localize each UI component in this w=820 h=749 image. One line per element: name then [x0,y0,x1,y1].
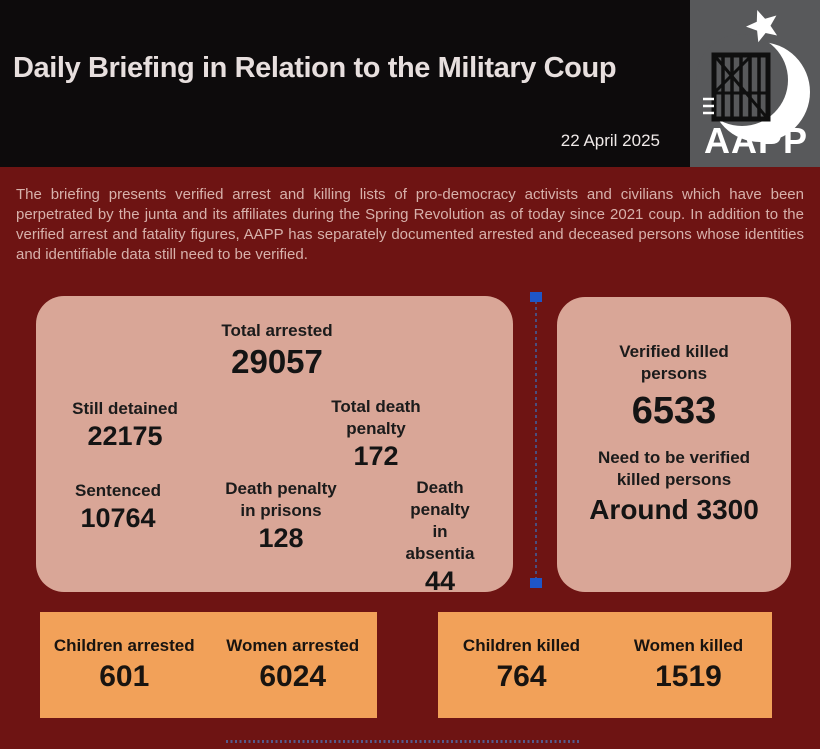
stat-label: Total arrested [221,321,333,340]
stat-value: 6533 [631,390,717,432]
stat-value: 29057 [231,343,323,380]
cage-ledge [703,97,714,115]
arrest-stats-panel: Total arrested 29057 Still detained 2217… [36,296,513,596]
stat-value: 172 [353,441,399,471]
prison-bars-icon [711,52,771,122]
stat-label: Sentenced [75,481,161,500]
stat-sentenced: Sentenced 10764 [75,480,161,534]
stat-label: Children arrested [53,636,195,655]
page-title: Daily Briefing in Relation to the Milita… [13,52,617,84]
stat-value: 10764 [80,503,156,533]
stat-value: 22175 [87,421,163,451]
stat-label: Still detained [72,399,178,418]
stat-label: Need to be verified killed persons [597,448,751,489]
divider-endpoint-bottom [530,578,542,588]
stat-total-arrested: Total arrested 29057 [221,320,332,380]
stat-value: 6024 [259,660,327,693]
vertical-dotted-divider [530,292,542,588]
stat-children-killed: Children killed 764 [438,636,605,694]
stat-value: 44 [424,566,456,596]
stat-label: Total death penalty [331,397,421,438]
stat-label: Death penalty in prisons [225,479,337,520]
aapp-logo-graphic: AAPP [690,0,820,167]
stat-death-penalty-absentia: Death penalty in absentia 44 [404,477,477,597]
stat-value: 128 [258,523,304,553]
stat-death-penalty-prisons: Death penalty in prisons 128 [225,478,336,554]
killed-stats-panel: Verified killed persons 6533 Need to be … [557,297,791,592]
stat-value: 601 [99,660,150,693]
stat-value: Around 3300 [589,494,759,525]
stat-label: Women arrested [226,636,360,655]
stat-total-death-penalty: Total death penalty 172 [308,396,445,472]
header: Daily Briefing in Relation to the Milita… [0,0,820,167]
intro-paragraph: The briefing presents verified arrest an… [16,186,804,263]
logo-wordmark: AAPP [704,120,808,161]
stat-women-arrested: Women arrested 6024 [209,636,378,694]
stat-children-arrested: Children arrested 601 [40,636,209,694]
divider-dotted-line [535,301,537,579]
stat-label: Children killed [462,636,581,655]
stat-value: 764 [496,660,547,693]
stat-still-detained: Still detained 22175 [72,398,178,452]
divider-endpoint-top [530,292,542,302]
arrested-demographics-panel: Children arrested 601 Women arrested 602… [40,612,377,718]
killed-demographics-panel: Children killed 764 Women killed 1519 [438,612,772,718]
aapp-logo: AAPP [690,0,820,167]
stat-verified-killed: Verified killed persons 6533 [616,341,733,433]
bottom-dotted-line [226,740,580,743]
stat-label: Women killed [633,636,744,655]
stat-need-verified-killed: Need to be verified killed persons Aroun… [589,447,759,526]
stat-women-killed: Women killed 1519 [605,636,772,694]
stat-label: Death penalty in absentia [405,478,475,563]
header-date: 22 April 2025 [560,131,660,150]
star-icon [746,10,778,43]
stat-value: 1519 [655,660,722,693]
stat-label: Verified killed persons [619,342,729,383]
